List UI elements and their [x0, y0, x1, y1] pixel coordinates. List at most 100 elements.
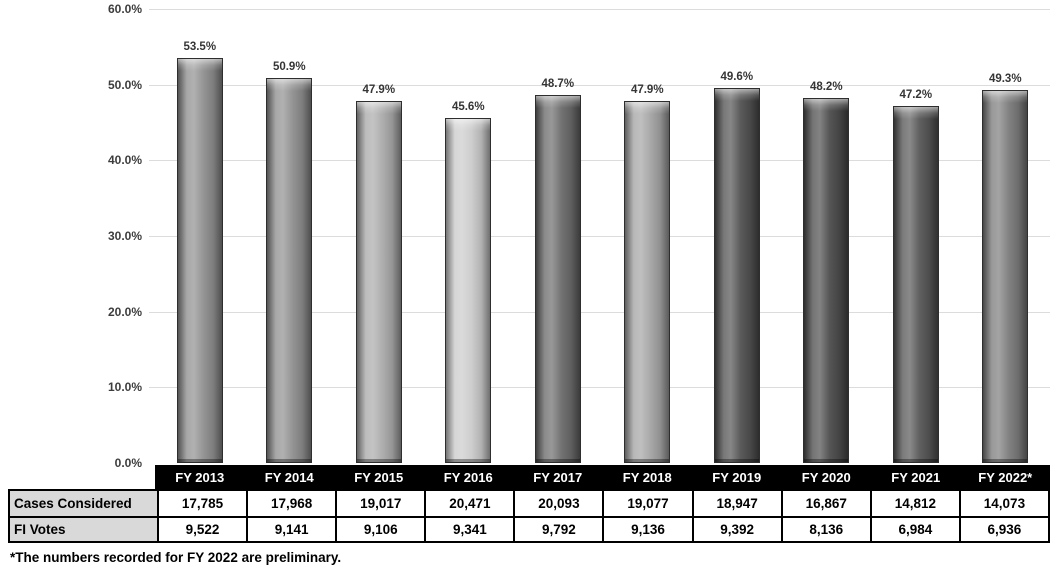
y-axis-tick-10-0: 10.0% — [107, 380, 142, 395]
bar-bevel-highlight — [983, 90, 1028, 462]
gridline-20-0 — [149, 311, 1050, 313]
bar-bevel-highlight — [267, 78, 312, 462]
footnote: *The numbers recorded for FY 2022 are pr… — [10, 550, 342, 565]
bar-column-fy-2020: 48.2% — [782, 9, 872, 463]
gridline-40-0 — [149, 160, 1050, 162]
table-cell-fi-votes-fy-2022: 6,936 — [958, 516, 1048, 541]
table-cell-fi-votes-fy-2015: 9,106 — [335, 516, 425, 541]
bar-base-shadow — [356, 459, 401, 462]
bar-base-shadow — [804, 459, 849, 462]
plot-area: 0.0% 10.0% 20.0% 30.0% 40.0% 50.0% 60.0% 53.5% 5… — [108, 2, 1051, 470]
table-cell-fi-votes-fy-2016: 9,341 — [424, 516, 514, 541]
bar-value-label-fy-2021: 47.2% — [899, 88, 933, 101]
bar-bevel-highlight — [356, 101, 401, 462]
bar-column-fy-2018: 47.9% — [603, 9, 693, 463]
bar-value-label-fy-2019: 49.6% — [720, 70, 754, 83]
x-axis-category-label-fy-2014: FY 2014 — [264, 469, 314, 485]
y-axis-tick-0-0: 0.0% — [114, 456, 142, 470]
bar-fy-2013 — [176, 58, 223, 463]
bar-fy-2014 — [266, 77, 313, 463]
table-cell-cases-considered-fy-2014: 17,968 — [246, 491, 336, 516]
gridline-50-0 — [149, 84, 1050, 86]
table-cell-cases-considered-fy-2013: 17,785 — [157, 491, 247, 516]
bar-value-label-fy-2017: 48.7% — [541, 77, 575, 90]
x-axis-category-label-fy-2021: FY 2021 — [891, 469, 941, 485]
x-axis-category-label-fy-2015: FY 2015 — [354, 469, 404, 485]
x-axis-category-label-fy-2020: FY 2020 — [801, 469, 851, 485]
bar-fy-2019 — [713, 87, 760, 463]
bar-fy-2017 — [534, 94, 581, 463]
bar-value-label-fy-2016: 45.6% — [451, 100, 485, 113]
bar-column-fy-2017: 48.7% — [513, 9, 603, 463]
table-cell-fi-votes-fy-2019: 9,392 — [691, 516, 781, 541]
bar-fy-2018 — [624, 100, 671, 463]
bar-value-label-fy-2015: 47.9% — [362, 83, 396, 96]
bar-bevel-highlight — [177, 59, 222, 462]
bar-fy-2015 — [355, 100, 402, 463]
bar-base-shadow — [446, 459, 491, 462]
bar-fy-2022 — [982, 89, 1029, 463]
data-table: Cases Considered 17,785 17,968 19,017 20,471… — [8, 489, 1050, 543]
bar-value-label-fy-2020: 48.2% — [809, 81, 843, 94]
bar-column-fy-2014: 50.9% — [245, 9, 335, 463]
gridline-60-0 — [149, 9, 1050, 10]
bar-column-fy-2015: 47.9% — [334, 9, 424, 463]
x-axis-category-label-fy-2017: FY 2017 — [533, 469, 583, 485]
bar-column-fy-2016: 45.6% — [424, 9, 514, 463]
bar-value-label-fy-2022: 49.3% — [988, 72, 1022, 85]
table-cell-fi-votes-fy-2017: 9,792 — [513, 516, 603, 541]
gridline-30-0 — [149, 236, 1050, 237]
bar-fy-2020 — [803, 98, 850, 463]
bar-base-shadow — [983, 459, 1028, 462]
bar-bevel-highlight — [446, 118, 491, 462]
table-cell-cases-considered-fy-2019: 18,947 — [691, 491, 781, 516]
bar-fy-2016 — [445, 117, 492, 463]
bar-fy-2021 — [892, 105, 939, 463]
table-cell-fi-votes-fy-2020: 8,136 — [780, 516, 870, 541]
y-axis-tick-50-0: 50.0% — [107, 77, 142, 92]
table-row-header-fi-votes: FI Votes — [10, 516, 157, 541]
bar-bevel-highlight — [804, 99, 849, 462]
x-axis-category-label-fy-2018: FY 2018 — [622, 469, 672, 485]
bar-column-fy-2021: 47.2% — [871, 9, 961, 463]
table-cell-fi-votes-fy-2018: 9,136 — [602, 516, 692, 541]
bar-column-fy-2022: 49.3% — [961, 9, 1051, 463]
table-cell-fi-votes-fy-2013: 9,522 — [157, 516, 247, 541]
bar-value-label-fy-2014: 50.9% — [272, 60, 306, 73]
x-axis-band: FY 2013 FY 2014 FY 2015 FY 2016 FY 2017 FY 20… — [155, 465, 1050, 489]
bar-base-shadow — [267, 459, 312, 462]
table-cell-cases-considered-fy-2021: 14,812 — [869, 491, 959, 516]
bar-base-shadow — [535, 459, 580, 462]
y-axis-tick-30-0: 30.0% — [107, 229, 142, 243]
bar-base-shadow — [177, 459, 222, 462]
bar-bevel-highlight — [535, 95, 580, 462]
table-cell-fi-votes-fy-2014: 9,141 — [246, 516, 336, 541]
table-row-header-cases-considered: Cases Considered — [10, 491, 157, 516]
table-cell-cases-considered-fy-2020: 16,867 — [780, 491, 870, 516]
x-axis-category-label-fy-2016: FY 2016 — [443, 469, 493, 485]
x-axis-category-label-fy-2019: FY 2019 — [712, 469, 762, 485]
bar-value-label-fy-2013: 53.5% — [183, 41, 217, 54]
x-axis-category-label-fy-2013: FY 2013 — [175, 469, 225, 485]
x-axis-category-label-fy-2022: FY 2022* — [978, 469, 1033, 485]
table-cell-cases-considered-fy-2015: 19,017 — [335, 491, 425, 516]
bar-base-shadow — [893, 459, 938, 462]
table-cell-cases-considered-fy-2018: 19,077 — [602, 491, 692, 516]
bar-column-fy-2013: 53.5% — [155, 9, 245, 463]
gridline-10-0 — [149, 387, 1050, 389]
bar-column-fy-2019: 49.6% — [692, 9, 782, 463]
table-cell-cases-considered-fy-2016: 20,471 — [424, 491, 514, 516]
y-axis-tick-20-0: 20.0% — [107, 304, 142, 319]
bar-value-label-fy-2018: 47.9% — [630, 83, 664, 96]
y-axis-tick-40-0: 40.0% — [107, 153, 142, 168]
table-cell-cases-considered-fy-2022: 14,073 — [958, 491, 1048, 516]
table-cell-fi-votes-fy-2021: 6,984 — [869, 516, 959, 541]
y-axis-tick-60-0: 60.0% — [107, 2, 142, 16]
bar-base-shadow — [625, 459, 670, 462]
bar-base-shadow — [714, 459, 759, 462]
table-cell-cases-considered-fy-2017: 20,093 — [513, 491, 603, 516]
bar-bevel-highlight — [893, 106, 938, 462]
bar-bevel-highlight — [625, 101, 670, 462]
bar-bevel-highlight — [714, 88, 759, 462]
